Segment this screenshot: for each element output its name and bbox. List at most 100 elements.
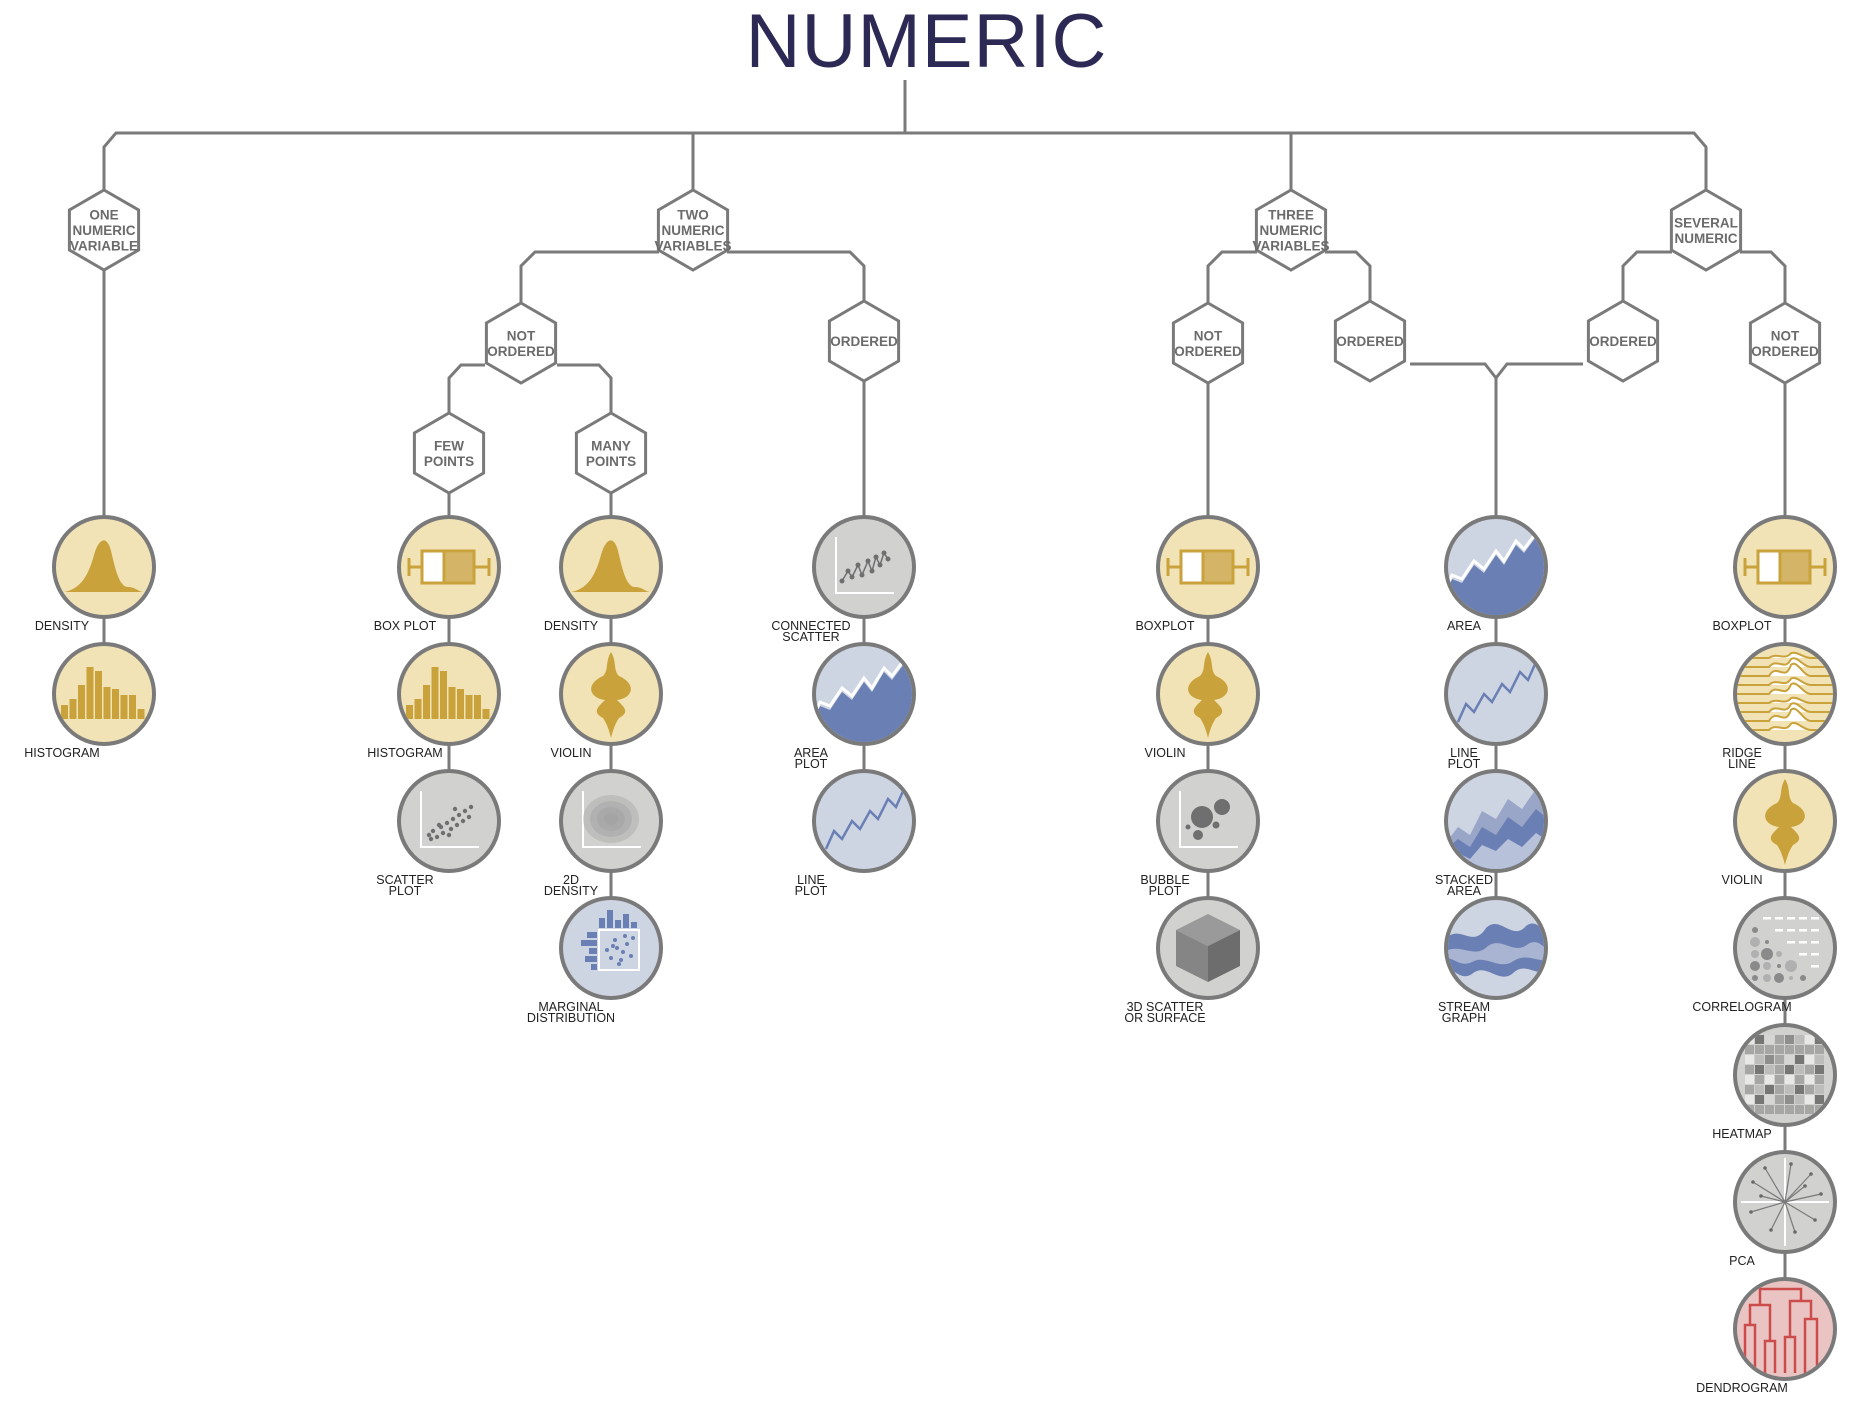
chart-node-violin[interactable]: VIOLIN <box>551 642 663 760</box>
chart-node-heatmap[interactable]: HEATMAP <box>1712 1023 1837 1141</box>
chart-label-line: CONNECTED <box>771 619 850 633</box>
density-icon <box>571 540 651 592</box>
chart-label-line: HEATMAP <box>1712 1127 1772 1141</box>
chart-label-line: PCA <box>1729 1254 1755 1268</box>
boxplot-icon <box>1166 549 1250 585</box>
chart-label-line: 3D SCATTER <box>1127 1000 1204 1014</box>
density2d-icon <box>582 791 641 848</box>
chart-label-line: LINE <box>1450 746 1478 760</box>
chart-node-density[interactable]: DENSITY <box>35 515 156 633</box>
chart-label-line: BOXPLOT <box>1712 619 1771 633</box>
density-icon <box>64 540 144 592</box>
chart-node-circle <box>1733 896 1837 1000</box>
chart-label-line: AREA <box>794 746 829 760</box>
hex-label-line: VARIABLES <box>1252 239 1329 254</box>
hex-label-line: NOT <box>1194 328 1223 343</box>
hex-label-line: NUMERIC <box>1260 223 1323 238</box>
hex-label-line: ONE <box>89 208 118 223</box>
chart-label-line: AREA <box>1447 884 1482 898</box>
chart-label-line: SCATTER <box>376 873 433 887</box>
chart-label-line: DENDROGRAM <box>1696 1381 1788 1395</box>
chart-label-line: RIDGE <box>1722 746 1762 760</box>
violin-icon <box>1765 779 1805 865</box>
chart-label-line: HISTOGRAM <box>24 746 99 760</box>
chart-node-pca[interactable]: PCA <box>1729 1150 1837 1268</box>
line-icon <box>1456 661 1538 723</box>
chart-node-violin[interactable]: VIOLIN <box>1722 769 1837 887</box>
hex-label-line: TWO <box>677 208 709 223</box>
chart-label-line: DISTRIBUTION <box>527 1011 615 1025</box>
hex-label-line: ORDERED <box>1174 344 1242 359</box>
hex-label-line: VARIABLES <box>654 239 731 254</box>
chart-label-line: PLOT <box>795 757 828 771</box>
chart-node-circle <box>397 769 501 873</box>
chart-label-line: BOXPLOT <box>1135 619 1194 633</box>
chart-label-line: PLOT <box>795 884 828 898</box>
scatter-icon <box>420 791 479 848</box>
violin-icon <box>1188 652 1228 738</box>
chart-label-line: VIOLIN <box>1145 746 1186 760</box>
chart-node-area[interactable]: AREA <box>1444 515 1548 633</box>
chart-label-line: BUBBLE <box>1140 873 1189 887</box>
boxplot-icon <box>1743 549 1827 585</box>
hex-label-line: NUMERIC <box>662 223 725 238</box>
chart-node-density[interactable]: DENSITY <box>544 515 663 633</box>
chart-label-line: BOX PLOT <box>374 619 437 633</box>
violin-icon <box>591 652 631 738</box>
chart-node-box-plot[interactable]: BOX PLOT <box>374 515 501 633</box>
chart-node-violin[interactable]: VIOLIN <box>1145 642 1260 760</box>
subcategory-two-ordered: ORDERED <box>827 299 901 383</box>
hex-label-line: NOT <box>507 328 536 343</box>
chart-node-correlogram[interactable]: CORRELOGRAM <box>1692 896 1837 1014</box>
subcategory-several-ordered: ORDERED <box>1586 299 1660 383</box>
chart-column-col-many: DENSITY VIOLIN2DDENSITYMARGINALDISTRIBUTI… <box>527 515 663 1025</box>
chart-node-boxplot[interactable]: BOXPLOT <box>1712 515 1837 633</box>
hex-label-line: POINTS <box>424 454 474 469</box>
streamgraph-icon <box>1448 923 1544 977</box>
correlogram-icon <box>1750 917 1819 983</box>
chart-label-line: SCATTER <box>782 630 839 644</box>
dendrogram-icon <box>1743 1287 1819 1373</box>
cube-icon <box>1176 914 1240 982</box>
chart-label-line: STACKED <box>1435 873 1493 887</box>
chart-label-line: GRAPH <box>1442 1011 1486 1025</box>
area-icon <box>1448 530 1544 615</box>
chart-label-line: LINE <box>1728 757 1756 771</box>
chart-label-line: CORRELOGRAM <box>1692 1000 1791 1014</box>
hex-label-line: NUMERIC <box>73 223 136 238</box>
hex-label-line: ORDERED <box>1751 344 1819 359</box>
page-title: NUMERIC <box>745 0 1108 84</box>
chart-label-line: DENSITY <box>35 619 90 633</box>
chart-node-histogram[interactable]: HISTOGRAM <box>24 642 156 760</box>
chart-node-histogram[interactable]: HISTOGRAM <box>367 642 501 760</box>
line-icon <box>824 788 906 850</box>
chart-label-line: 2D <box>563 873 579 887</box>
chart-label-line: DENSITY <box>544 619 599 633</box>
chart-node-dendrogram[interactable]: DENDROGRAM <box>1696 1277 1837 1395</box>
chart-node-boxplot[interactable]: BOXPLOT <box>1135 515 1260 633</box>
hex-label-line: ORDERED <box>1336 334 1404 349</box>
chart-column-col-one: DENSITY HISTOGRAM <box>24 515 156 760</box>
pca-icon <box>1741 1158 1829 1246</box>
hex-label-line: NUMERIC <box>1675 231 1738 246</box>
